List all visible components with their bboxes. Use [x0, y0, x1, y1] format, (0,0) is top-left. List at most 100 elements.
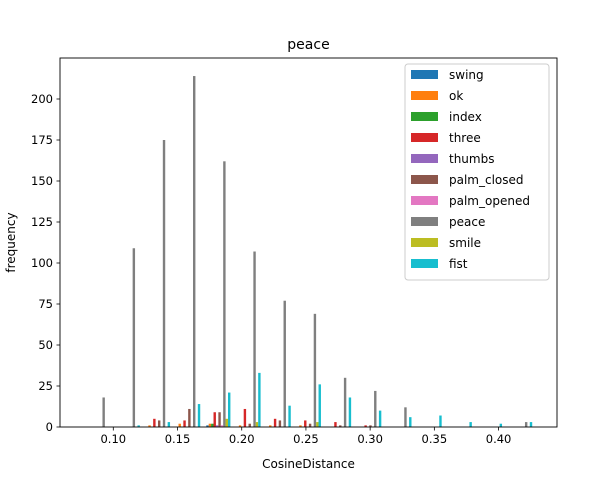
bar-three: [213, 412, 216, 427]
legend-swatch: [411, 154, 438, 163]
bar-fist: [288, 405, 291, 427]
legend-label: three: [449, 131, 481, 145]
bar-ok: [208, 423, 212, 427]
legend-swatch: [411, 196, 438, 205]
legend-label: swing: [449, 68, 484, 82]
bar-fist: [197, 404, 201, 427]
bar-fist: [348, 397, 352, 427]
legend-label: palm_opened: [449, 194, 530, 208]
bar-peace: [283, 300, 286, 427]
x-tick-label: 0.30: [357, 432, 383, 446]
bars: [102, 76, 533, 427]
legend-label: palm_closed: [449, 173, 524, 187]
bar-three: [243, 408, 247, 427]
bar-fist: [137, 425, 140, 427]
y-tick-label: 0: [46, 420, 53, 434]
x-axis-label: CosineDistance: [262, 457, 355, 471]
bar-peace: [343, 377, 347, 427]
bar-peace: [223, 161, 226, 427]
y-tick-label: 50: [38, 338, 53, 352]
bar-peace: [524, 422, 528, 427]
legend-label: smile: [449, 236, 481, 250]
bar-palm_closed: [339, 425, 342, 427]
bar-fist: [258, 372, 261, 427]
bar-peace: [374, 390, 377, 427]
bar-fist: [167, 422, 171, 427]
bar-palm_closed: [218, 412, 221, 427]
bar-three: [153, 418, 156, 427]
bar-ok: [178, 423, 181, 427]
bar-fist: [409, 417, 412, 427]
x-ticks: 0.10 0.15 0.20 0.25 0.30 0.35 0.40: [100, 427, 511, 446]
legend-label: peace: [449, 215, 485, 229]
y-tick-label: 25: [38, 379, 53, 393]
bar-palm_closed: [369, 425, 372, 427]
bar-fist: [378, 410, 382, 427]
bar-palm_closed: [248, 423, 251, 427]
bar-peace: [253, 251, 256, 427]
x-tick-label: 0.35: [422, 432, 448, 446]
bar-ok: [148, 425, 151, 427]
bar-smile: [255, 422, 259, 427]
x-tick-label: 0.15: [165, 432, 191, 446]
y-tick-label: 150: [31, 174, 53, 188]
legend-swatch: [411, 112, 438, 121]
legend-frame: [404, 63, 550, 281]
bar-index: [211, 423, 214, 427]
chart-title: peace: [287, 37, 329, 53]
legend-swatch: [411, 238, 438, 247]
legend-swatch: [411, 70, 438, 79]
bar-ok: [299, 425, 302, 427]
y-tick-label: 75: [38, 297, 53, 311]
bar-peace: [162, 140, 166, 427]
bar-fist: [529, 422, 533, 427]
bar-ok: [269, 425, 272, 427]
legend-swatch: [411, 175, 438, 184]
bar-fist: [228, 392, 231, 427]
legend-label: fist: [449, 257, 468, 271]
bar-peace: [132, 248, 136, 427]
bar-fist: [469, 422, 472, 427]
bar-three: [334, 422, 337, 427]
bar-three: [273, 418, 277, 427]
y-axis-label: frequency: [4, 212, 18, 272]
x-tick-label: 0.40: [486, 432, 512, 446]
bar-peace: [193, 76, 196, 427]
y-tick-label: 200: [31, 92, 53, 106]
legend-label: ok: [449, 89, 463, 103]
y-tick-label: 100: [31, 256, 53, 270]
bar-smile: [225, 418, 228, 427]
bar-smile: [316, 422, 319, 427]
legend-swatch: [411, 91, 438, 100]
legend-label: index: [449, 110, 482, 124]
y-tick-label: 175: [31, 133, 53, 147]
y-tick-label: 125: [31, 215, 53, 229]
bar-three: [183, 420, 186, 427]
bar-peace: [313, 313, 317, 427]
bar-fist: [439, 415, 442, 427]
bar-ok: [238, 425, 242, 427]
bar-thumbs: [215, 425, 219, 427]
bar-three: [364, 425, 367, 427]
bar-peace: [404, 407, 407, 427]
x-tick-label: 0.20: [229, 432, 255, 446]
bar-palm_opened: [220, 425, 224, 427]
axes-frame: [59, 57, 558, 428]
x-tick-label: 0.25: [293, 432, 319, 446]
bar-fist: [499, 423, 503, 427]
legend-swatch: [411, 133, 438, 142]
x-tick-label: 0.10: [100, 432, 126, 446]
bar-palm_closed: [278, 420, 282, 427]
bar-fist: [318, 384, 321, 427]
legend: swing ok index three thumbs palm_closed palm_o…: [404, 63, 550, 281]
bar-palm_closed: [157, 420, 161, 427]
bar-palm_closed: [308, 423, 312, 427]
bar-three: [304, 420, 307, 427]
legend-label: thumbs: [449, 152, 494, 166]
y-ticks: 0 25 50 75 100 125 150 175 200: [31, 92, 60, 434]
bar-peace: [102, 397, 105, 427]
bar-palm_closed: [188, 408, 191, 427]
legend-swatch: [411, 217, 438, 226]
